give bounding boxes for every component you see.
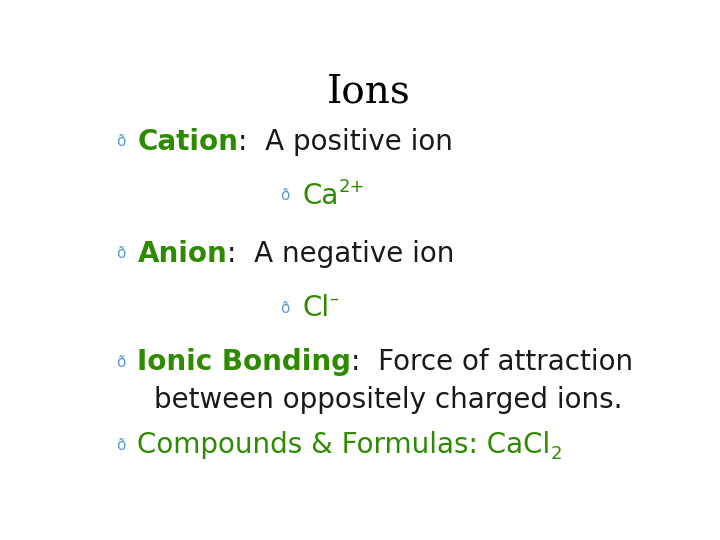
Text: ð: ð (116, 246, 125, 261)
Text: ð: ð (281, 301, 290, 315)
Text: ð: ð (116, 355, 125, 369)
Text: Cl: Cl (302, 294, 329, 322)
Text: –: – (329, 290, 338, 308)
Text: ð: ð (281, 188, 290, 203)
Text: :  A negative ion: : A negative ion (228, 240, 454, 268)
Text: between oppositely charged ions.: between oppositely charged ions. (154, 386, 623, 414)
Text: Ionic Bonding: Ionic Bonding (138, 348, 351, 376)
Text: :  Force of attraction: : Force of attraction (351, 348, 634, 376)
Text: ð: ð (116, 134, 125, 149)
Text: Cation: Cation (138, 128, 238, 156)
Text: Compounds & Formulas: CaCl: Compounds & Formulas: CaCl (138, 431, 551, 459)
Text: Anion: Anion (138, 240, 228, 268)
Text: ð: ð (116, 438, 125, 453)
Text: :  A positive ion: : A positive ion (238, 128, 453, 156)
Text: Ions: Ions (327, 73, 411, 110)
Text: Ca: Ca (302, 182, 338, 210)
Text: 2: 2 (551, 446, 562, 463)
Text: 2+: 2+ (338, 178, 365, 195)
